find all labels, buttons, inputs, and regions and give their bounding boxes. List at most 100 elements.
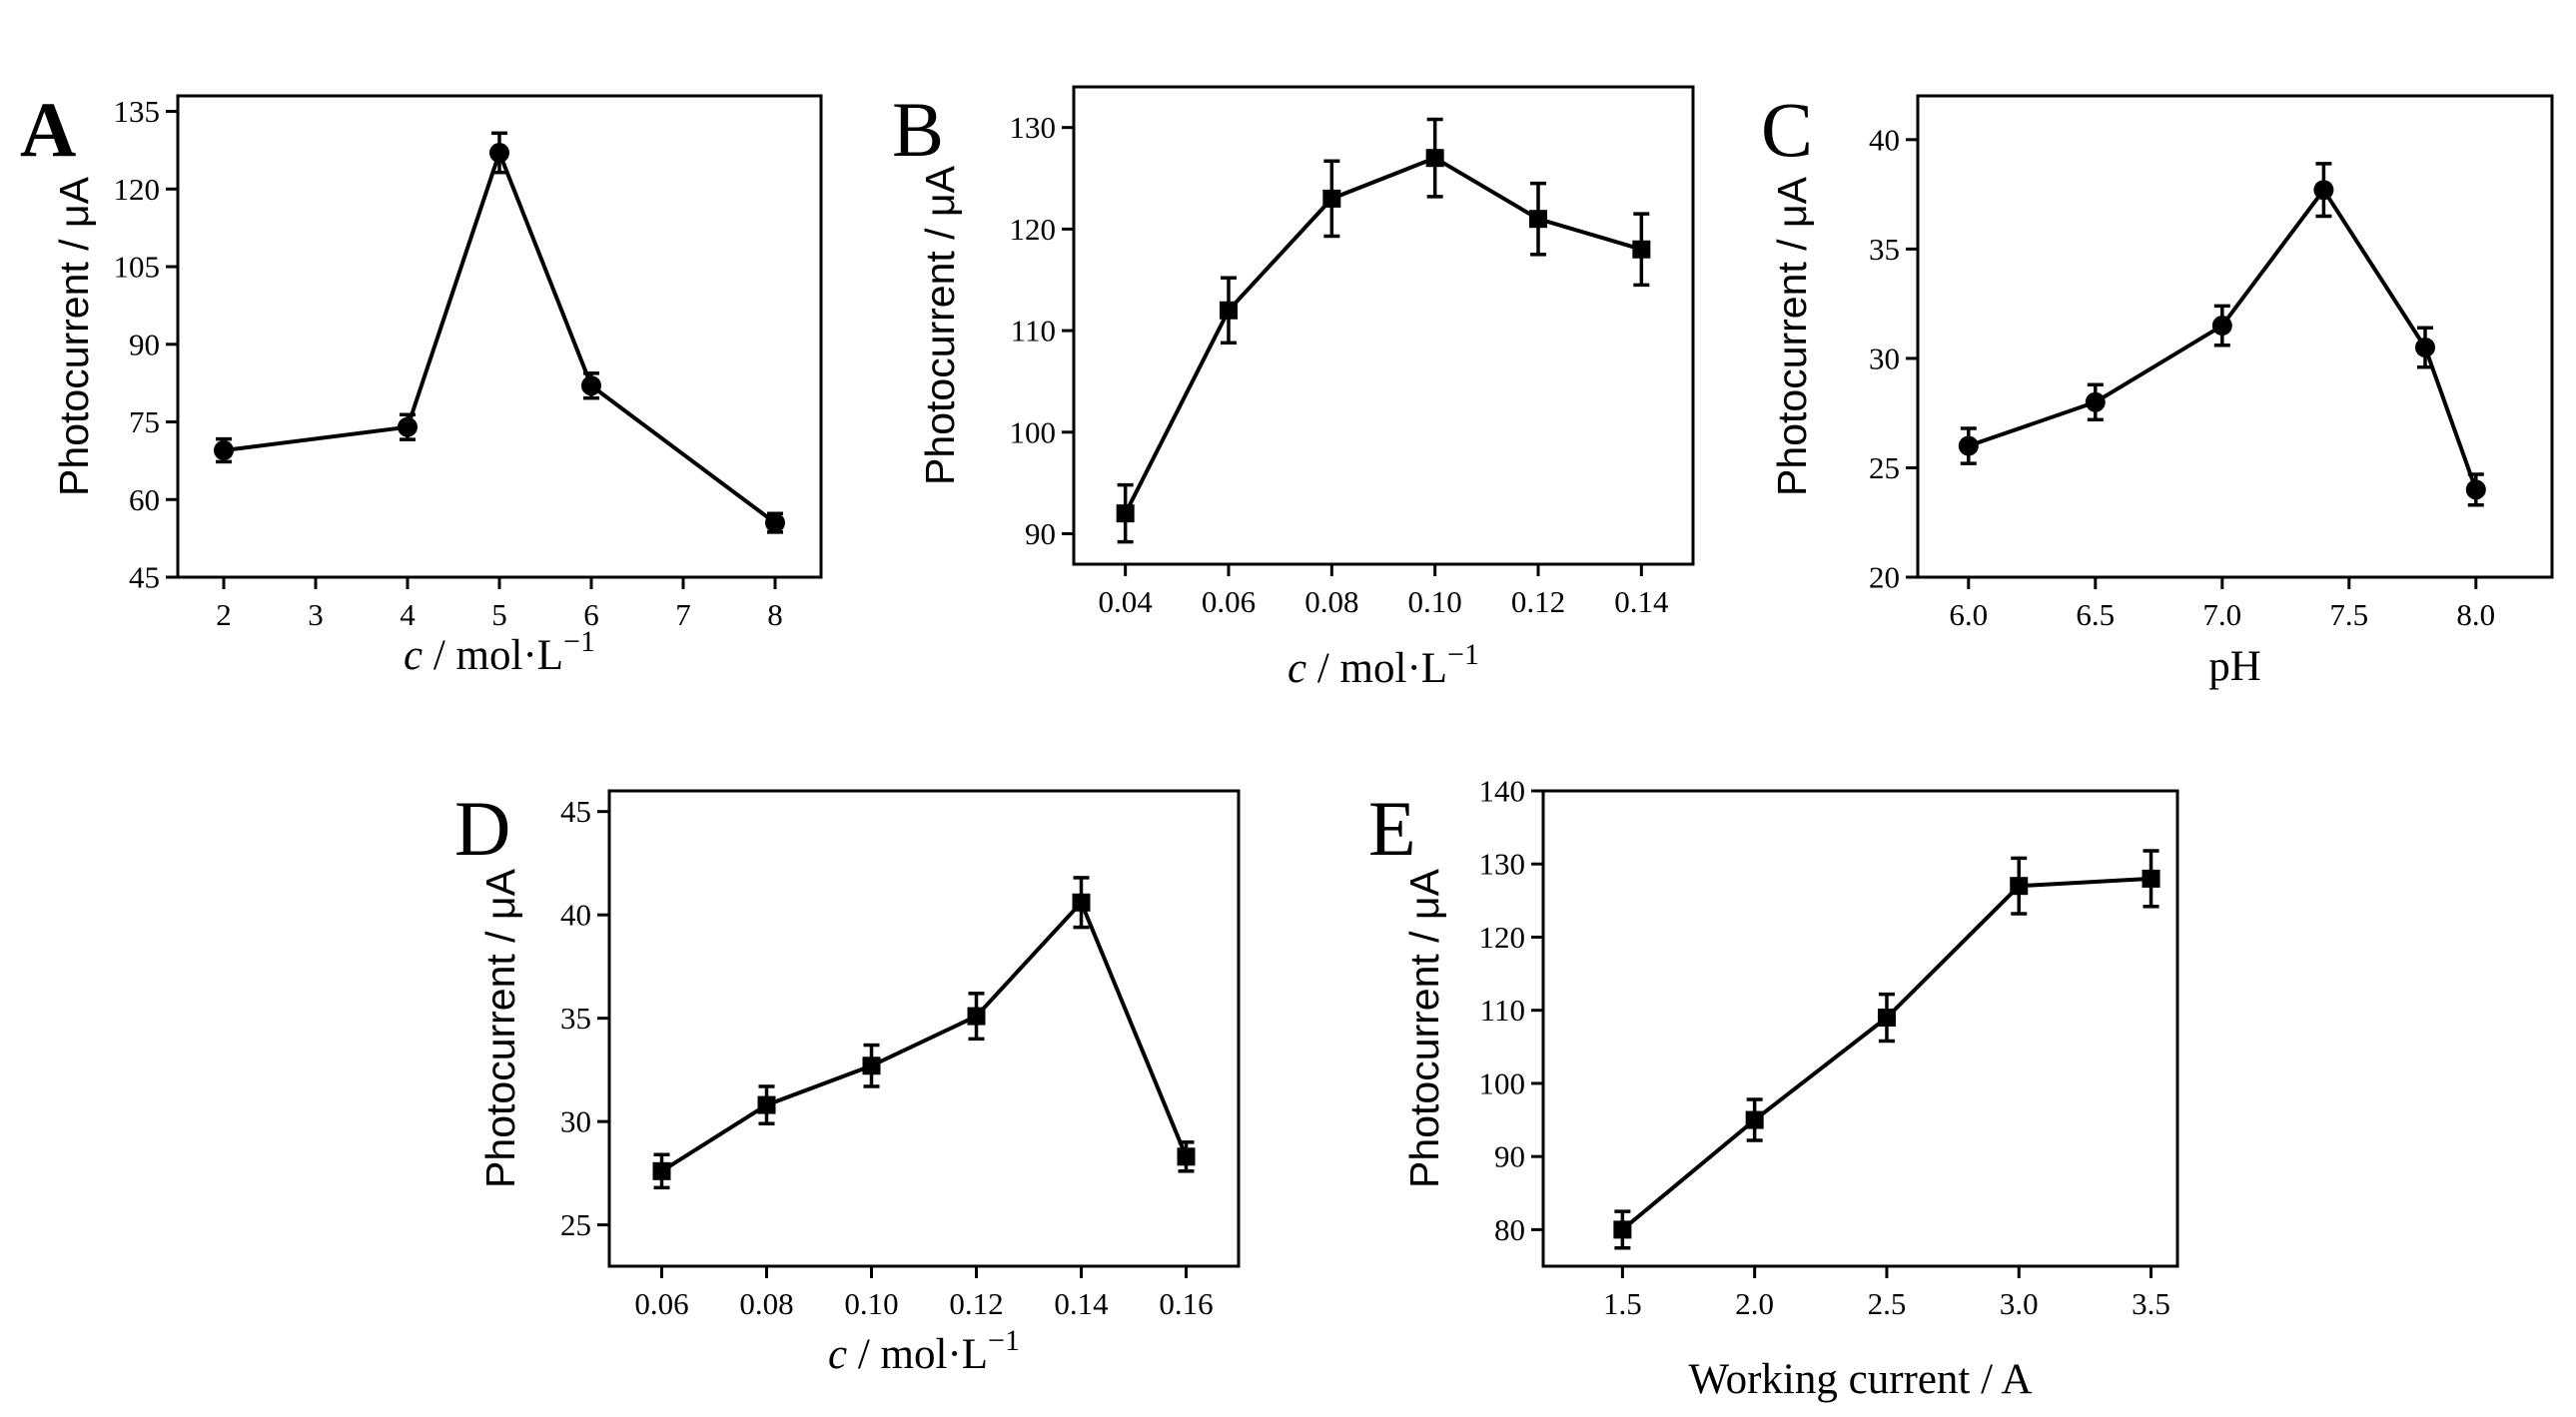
data-point [1425, 149, 1444, 168]
x-tick-label: 2.0 [1735, 1286, 1774, 1321]
x-axis-variable: c [404, 632, 423, 679]
data-point [1322, 189, 1341, 208]
data-point [2085, 391, 2106, 412]
data-point [652, 1161, 671, 1180]
y-axis-label: Photocurrent / μA [477, 868, 523, 1188]
x-axis-variable: c [828, 1331, 847, 1378]
x-axis-label: c / mol·L−1 [828, 1324, 1020, 1378]
x-tick-label: 2 [216, 597, 232, 632]
x-tick-label: 0.14 [1614, 584, 1669, 619]
x-tick-label: 4 [400, 597, 416, 632]
data-point [581, 375, 601, 396]
data-point [1877, 1009, 1896, 1028]
y-tick-label: 40 [1869, 122, 1900, 157]
y-tick-label: 130 [1479, 847, 1526, 882]
y-tick-label: 120 [1010, 212, 1057, 247]
y-axis-label: Photocurrent / μA [1401, 868, 1447, 1188]
y-tick-label: 90 [1025, 516, 1056, 551]
y-tick-label: 35 [1869, 232, 1900, 267]
x-tick-label: 0.16 [1159, 1286, 1213, 1321]
panel-b: B 0.04 0.06 0.08 0.10 0.12 0.14 90 100 110 120 130 P… [892, 85, 1695, 692]
plot-frame [607, 789, 1241, 1268]
x-tick-label: 6 [583, 597, 599, 632]
panel-d: D 0.06 0.08 0.10 0.12 0.14 0.16 25 30 35 40 45 Photo… [454, 785, 1241, 1378]
x-tick-label: 7.5 [2329, 597, 2368, 632]
x-tick-label: 0.08 [1304, 584, 1358, 619]
plot-frame [1541, 789, 2179, 1268]
series-line [660, 899, 1189, 1173]
panel-letter: D [454, 785, 510, 872]
y-tick-label: 60 [129, 482, 160, 517]
y-tick-label: 110 [1011, 314, 1056, 349]
panel-letter: C [1761, 86, 1813, 173]
x-axis-label: c / mol·L−1 [1288, 638, 1479, 692]
x-tick-label: 5 [491, 597, 507, 632]
y-axis-label: Photocurrent / μA [51, 176, 97, 496]
x-tick-label: 3.0 [2000, 1286, 2039, 1321]
x-tick-label: 3 [308, 597, 324, 632]
data-point [2465, 479, 2486, 500]
data-point [1116, 504, 1135, 523]
data-point [2313, 180, 2334, 201]
x-axis-label: Working current / A [1688, 1356, 2032, 1403]
data-point [765, 512, 785, 533]
x-axis-superscript: −1 [563, 625, 595, 658]
data-point [1529, 210, 1547, 229]
y-tick-label: 105 [114, 250, 161, 285]
y-tick-label: 45 [129, 560, 160, 595]
series-line [1123, 155, 1642, 515]
data-point [1613, 1220, 1632, 1239]
x-tick-label: 0.04 [1099, 584, 1154, 619]
y-axis-label: Photocurrent / μA [1769, 176, 1815, 496]
panel-letter: A [20, 86, 76, 173]
y-tick-label: 25 [1869, 450, 1900, 485]
data-point [757, 1095, 776, 1114]
x-tick-label: 2.5 [1868, 1286, 1907, 1321]
data-point [967, 1007, 986, 1026]
y-tick-label: 135 [114, 94, 161, 129]
x-axis-superscript: −1 [1447, 638, 1479, 671]
x-tick-label: 3.5 [2132, 1286, 2170, 1321]
y-tick-label: 30 [560, 1104, 591, 1139]
data-point [489, 143, 509, 164]
x-axis-variable: c [1288, 645, 1306, 692]
x-tick-label: 0.14 [1054, 1286, 1109, 1321]
data-point [1177, 1147, 1196, 1166]
x-tick-label: 0.12 [949, 1286, 1003, 1321]
y-tick-label: 120 [1479, 920, 1526, 955]
x-tick-label: 1.5 [1603, 1286, 1642, 1321]
series-line [1621, 876, 2151, 1231]
x-tick-label: 8.0 [2456, 597, 2495, 632]
x-tick-label: 6.0 [1949, 597, 1988, 632]
y-tick-label: 130 [1010, 110, 1057, 145]
series-line [1968, 186, 2478, 491]
data-point [862, 1057, 881, 1075]
x-axis-unit: / mol·L [1306, 645, 1447, 692]
x-tick-label: 6.5 [2076, 597, 2115, 632]
data-point [2415, 337, 2435, 357]
data-point [214, 440, 234, 461]
x-axis-unit: pH [2208, 643, 2261, 690]
x-tick-label: 0.08 [739, 1286, 793, 1321]
y-tick-label: 100 [1479, 1065, 1526, 1100]
plot-frame [1072, 85, 1695, 566]
x-axis-superscript: −1 [988, 1324, 1020, 1357]
panel-letter: E [1368, 785, 1416, 872]
x-tick-label: 8 [767, 597, 783, 632]
x-axis-label: c / mol·L−1 [404, 625, 595, 679]
y-tick-label: 90 [1494, 1139, 1525, 1174]
y-tick-label: 140 [1479, 774, 1526, 809]
y-tick-label: 80 [1494, 1212, 1525, 1247]
x-tick-label: 7 [675, 597, 691, 632]
panel-letter: B [892, 86, 944, 173]
data-point [2142, 869, 2160, 888]
x-tick-label: 0.10 [1408, 584, 1462, 619]
panel-c: C 6.0 6.5 7.0 7.5 8.0 20 25 30 35 40 Photocurrent /… [1761, 86, 2554, 690]
y-tick-label: 45 [560, 794, 591, 829]
series-line [223, 147, 777, 525]
x-tick-label: 0.10 [844, 1286, 898, 1321]
x-tick-label: 0.12 [1511, 584, 1565, 619]
data-point [1220, 301, 1238, 320]
